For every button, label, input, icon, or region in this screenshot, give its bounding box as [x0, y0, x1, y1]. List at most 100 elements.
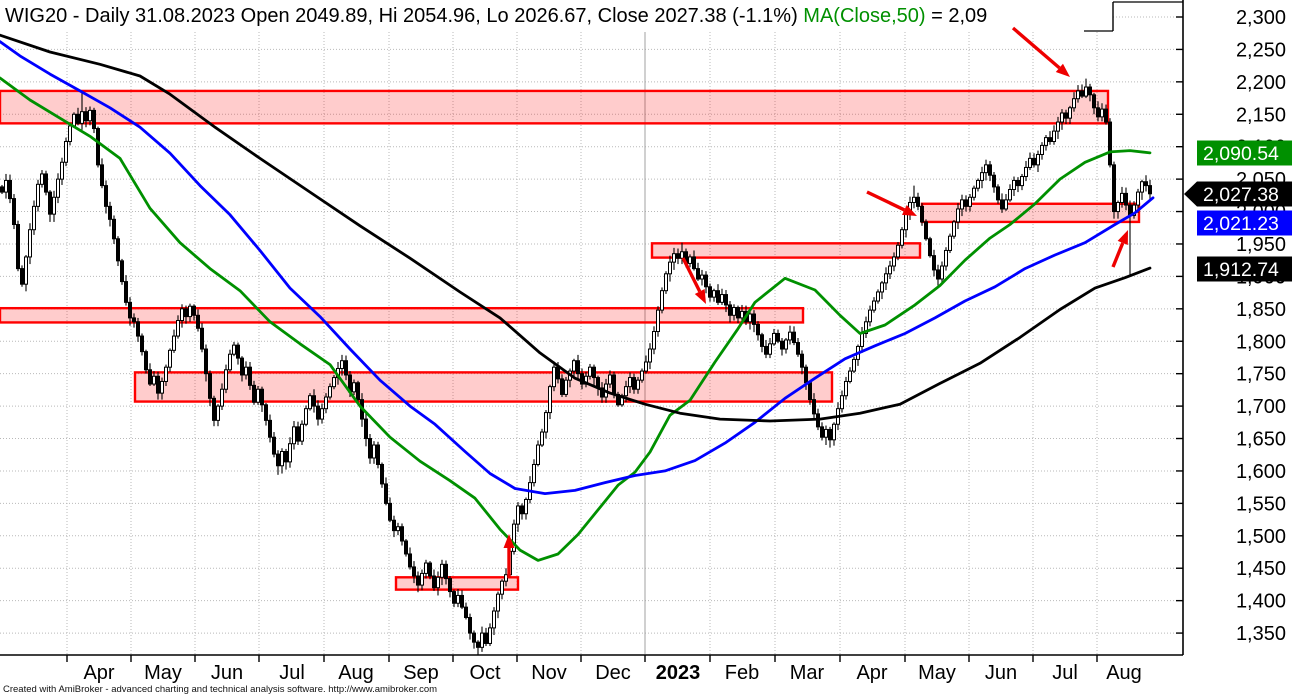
candle-body — [132, 317, 136, 323]
candle-body — [696, 268, 700, 280]
candle-body — [100, 164, 104, 187]
ma-line — [0, 76, 1152, 562]
candle-body — [1060, 112, 1064, 123]
month-label: Mar — [790, 662, 825, 684]
candle-body — [504, 574, 508, 582]
candle-body — [92, 109, 96, 130]
candle-body — [364, 418, 368, 440]
candle-body — [72, 113, 76, 127]
candle-body — [548, 386, 552, 414]
candle-body — [1084, 86, 1088, 97]
candle-body — [60, 161, 64, 180]
candle-body — [232, 344, 236, 355]
candle-body — [1020, 176, 1024, 187]
month-label: Dec — [595, 662, 631, 684]
candle-body — [332, 377, 336, 388]
candle-body — [828, 428, 832, 441]
candle-body — [468, 617, 472, 634]
candle-body — [264, 404, 268, 421]
candle-body — [1024, 166, 1028, 178]
price-label-box — [1197, 181, 1292, 207]
candle-body — [776, 332, 780, 342]
candle-body — [640, 370, 644, 381]
candle-body — [40, 173, 44, 185]
candle-body — [240, 357, 244, 376]
candle-body — [924, 221, 928, 240]
candle-body — [88, 109, 92, 122]
candle-body — [52, 196, 56, 215]
candle-body — [720, 294, 724, 303]
candle-body — [192, 305, 196, 316]
candle-body — [260, 388, 264, 406]
moving-averages-layer — [0, 33, 1155, 562]
candle-body — [204, 348, 208, 375]
candle-body — [768, 343, 772, 355]
candle-body — [1000, 199, 1004, 210]
x-axis-month-labels: Apr May Jun Jul Aug Sep Oct Nov Dec 2023 Feb Mar Apr… — [83, 662, 1141, 684]
candle-body — [884, 273, 888, 284]
candle-body — [916, 196, 920, 207]
annotation-arrow-shaft — [1111, 242, 1125, 268]
candle-body — [772, 332, 776, 345]
candle-body — [324, 396, 328, 410]
candle-body — [1028, 157, 1032, 168]
candle-body — [112, 218, 116, 240]
candle-body — [344, 360, 348, 376]
candle-body — [624, 386, 628, 397]
y-tick-label: 1,550 — [1236, 493, 1286, 515]
candle-body — [12, 198, 16, 226]
candle-body — [328, 386, 332, 398]
candle-body — [544, 412, 548, 433]
candle-body — [512, 523, 516, 552]
candle-body — [4, 179, 8, 193]
annotation-arrow-head — [503, 534, 515, 548]
candle-body — [136, 321, 140, 337]
candle-body — [736, 307, 740, 319]
candle-body — [1044, 137, 1048, 146]
candle-body — [56, 178, 60, 198]
candle-body — [172, 335, 176, 351]
candle-body — [8, 179, 12, 200]
candle-body — [1068, 107, 1072, 119]
candle-body — [416, 575, 420, 586]
candle-body — [96, 128, 100, 166]
annotation-arrow-head — [694, 289, 706, 304]
candle-body — [1040, 144, 1044, 155]
candle-body — [444, 563, 448, 580]
annotation-arrow-head — [1055, 63, 1070, 77]
candle-body — [976, 179, 980, 189]
candle-body — [904, 213, 908, 231]
candle-body — [848, 370, 852, 382]
title-background — [0, 0, 1113, 31]
candle-body — [168, 349, 172, 368]
candle-body — [184, 308, 188, 318]
candle-body — [1072, 98, 1076, 109]
month-label: Jun — [985, 662, 1017, 684]
candle-body — [64, 141, 68, 163]
candle-body — [552, 366, 556, 388]
month-label: Nov — [531, 662, 567, 684]
candle-body — [900, 229, 904, 246]
candle-body — [752, 313, 756, 325]
candle-body — [384, 483, 388, 504]
candle-body — [812, 399, 816, 415]
annotation-arrow-head — [1117, 230, 1128, 246]
candle-body — [144, 351, 148, 371]
candle-body — [564, 379, 568, 395]
y-tick-label: 1,800 — [1236, 331, 1286, 353]
candle-body — [424, 562, 428, 574]
candle-body — [1076, 90, 1080, 100]
price-label-value: 1,912.74 — [1203, 259, 1279, 281]
resistance-zone — [0, 306, 805, 324]
candle-body — [708, 286, 712, 298]
y-tick-label: 2,150 — [1236, 104, 1286, 126]
candle-body — [1016, 179, 1020, 187]
month-label: Feb — [725, 662, 759, 684]
candle-body — [536, 444, 540, 465]
month-label: May — [144, 662, 182, 684]
candle-body — [668, 261, 672, 275]
month-label: May — [918, 662, 956, 684]
candle-body — [876, 291, 880, 302]
month-label: Jul — [279, 662, 305, 684]
